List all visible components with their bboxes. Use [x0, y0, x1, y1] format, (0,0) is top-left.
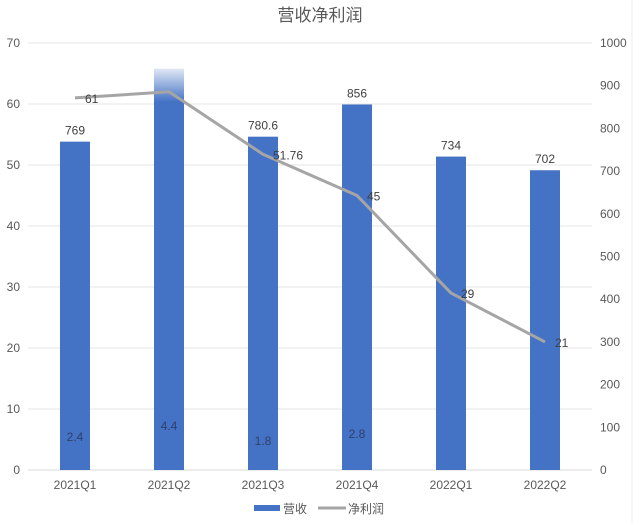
right-axis-tick: 200	[600, 378, 620, 392]
category-label: 2021Q2	[148, 478, 191, 492]
left-axis-tick: 10	[7, 402, 21, 416]
left-axis-tick: 70	[7, 36, 21, 50]
right-axis-tick: 400	[600, 292, 620, 306]
inner-value-label: 4.4	[161, 419, 178, 433]
bar-revenue[interactable]	[342, 104, 372, 470]
legend-revenue-swatch	[254, 505, 280, 511]
bar-revenue[interactable]	[530, 170, 560, 470]
inner-value-label: 2.4	[67, 430, 84, 444]
legend-profit-label[interactable]: 净利润	[348, 502, 384, 516]
left-axis-tick: 0	[13, 463, 20, 477]
left-axis-tick: 50	[7, 158, 21, 172]
right-axis-tick: 500	[600, 250, 620, 264]
category-label: 2021Q3	[242, 478, 285, 492]
right-axis-tick: 600	[600, 207, 620, 221]
bar-revenue[interactable]	[248, 136, 278, 470]
obscured-region	[129, 62, 209, 102]
line-value-label: 51.76	[273, 148, 303, 162]
left-axis-tick: 60	[7, 97, 21, 111]
bar-value-label: 856	[347, 86, 367, 100]
left-axis-tick: 20	[7, 341, 21, 355]
bar-value-label: 734	[441, 139, 461, 153]
left-axis-tick: 30	[7, 280, 21, 294]
bar-value-label: 702	[535, 152, 555, 166]
line-value-label: 61	[85, 92, 99, 106]
left-axis-tick: 40	[7, 219, 21, 233]
line-value-label: 21	[555, 336, 569, 350]
right-axis-tick: 0	[600, 463, 607, 477]
bar-revenue[interactable]	[154, 68, 184, 471]
category-label: 2021Q1	[54, 478, 97, 492]
right-axis-tick: 700	[600, 164, 620, 178]
inner-value-label: 1.8	[255, 434, 272, 448]
right-axis-tick: 1000	[600, 36, 627, 50]
chart-title: 营收净利润	[278, 6, 363, 26]
bar-value-label: 769	[65, 124, 85, 138]
line-value-label: 29	[461, 287, 475, 301]
bar-revenue[interactable]	[60, 141, 90, 470]
category-label: 2021Q4	[336, 478, 379, 492]
right-axis-tick: 900	[600, 79, 620, 93]
inner-value-label: 2.8	[349, 427, 366, 441]
bar-revenue[interactable]	[436, 156, 466, 470]
right-axis-tick: 800	[600, 121, 620, 135]
bar-value-label: 780.6	[248, 119, 278, 133]
right-axis-tick: 100	[600, 420, 620, 434]
category-label: 2022Q1	[430, 478, 473, 492]
line-value-label: 45	[367, 190, 381, 204]
category-label: 2022Q2	[524, 478, 567, 492]
right-axis-tick: 300	[600, 335, 620, 349]
line-net-profit[interactable]	[74, 90, 546, 344]
legend-revenue-label[interactable]: 营收	[283, 502, 307, 516]
